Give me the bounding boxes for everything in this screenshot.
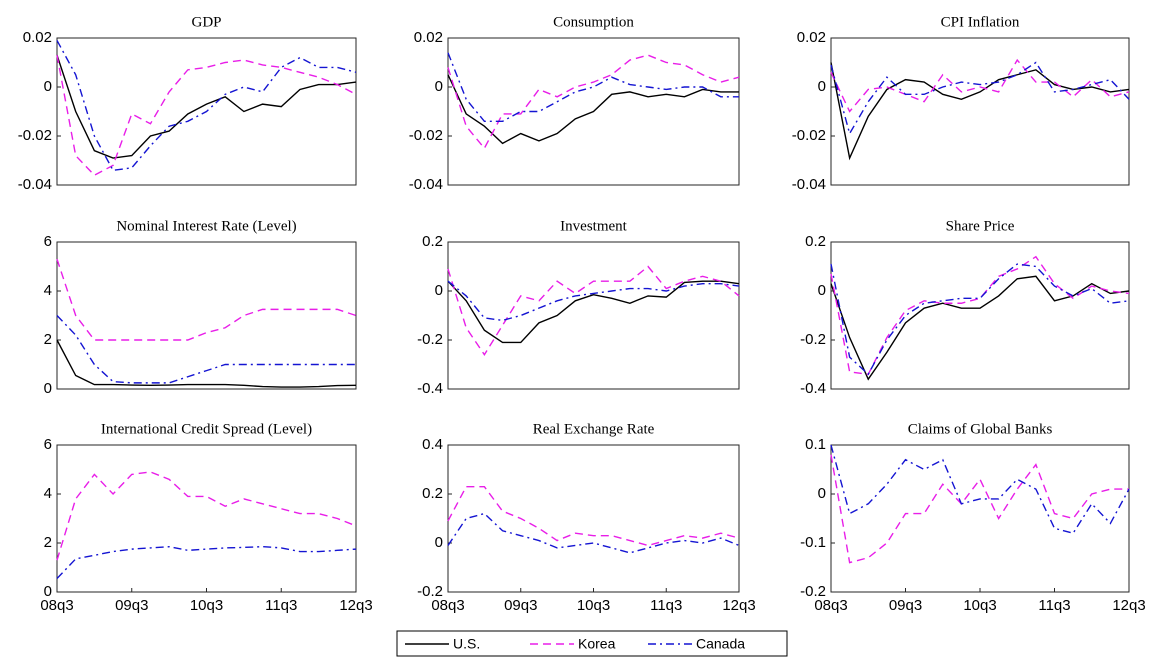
y-tick-label: 0.2 — [422, 233, 443, 250]
y-tick-label: 0.02 — [23, 29, 52, 46]
series-line — [56, 545, 357, 580]
y-tick-label: 6 — [44, 436, 52, 453]
series-line — [447, 280, 740, 344]
series-line — [830, 275, 1130, 381]
y-tick-label: -0.1 — [800, 534, 826, 551]
y-tick-label: -0.2 — [800, 583, 826, 600]
y-tick-label: -0.4 — [800, 380, 826, 397]
x-tick-label: 12q3 — [339, 597, 372, 614]
y-tick-label: -0.2 — [417, 583, 443, 600]
x-tick-label: 08q3 — [431, 597, 464, 614]
series-line — [830, 62, 1130, 161]
panel-title: Claims of Global Banks — [908, 421, 1053, 437]
y-tick-label: 2 — [44, 331, 52, 348]
y-tick-label: 6 — [44, 233, 52, 250]
x-tick-label: 09q3 — [115, 597, 148, 614]
series-line — [830, 255, 1130, 376]
plot-frame — [830, 444, 1130, 593]
legend-label: Canada — [696, 636, 745, 652]
series-line — [830, 444, 1130, 535]
x-tick-label: 11q3 — [1038, 597, 1070, 614]
y-tick-label: 0.2 — [422, 485, 443, 502]
x-tick-label: 10q3 — [577, 597, 610, 614]
series-line — [56, 40, 357, 172]
legend-label: U.S. — [453, 636, 480, 652]
y-tick-label: 2 — [44, 534, 52, 551]
y-tick-label: -0.04 — [409, 176, 443, 193]
series-line — [830, 454, 1129, 564]
panel-title: GDP — [191, 14, 221, 30]
y-tick-label: 0 — [818, 282, 826, 299]
plot-frame — [447, 241, 740, 390]
y-tick-label: 4 — [44, 282, 52, 299]
series-line — [447, 512, 740, 554]
plot-frame — [830, 37, 1130, 186]
y-tick-label: -0.4 — [417, 380, 443, 397]
panel-title: Share Price — [946, 218, 1015, 234]
series-line — [447, 52, 739, 122]
series-line — [447, 54, 740, 150]
series-line — [830, 58, 1130, 113]
panel-title: CPI Inflation — [941, 14, 1020, 30]
series-line — [56, 54, 357, 159]
series-line — [56, 315, 356, 384]
x-tick-label: 09q3 — [504, 597, 537, 614]
x-tick-label: 11q3 — [650, 597, 682, 614]
y-tick-label: 0 — [435, 282, 443, 299]
y-tick-label: 0 — [435, 534, 443, 551]
y-tick-label: -0.04 — [792, 176, 826, 193]
y-tick-label: -0.02 — [409, 127, 443, 144]
panel-title: International Credit Spread (Level) — [101, 421, 312, 437]
panel-title: Real Exchange Rate — [533, 421, 655, 437]
plot-frame — [830, 241, 1130, 390]
x-tick-label: 12q3 — [722, 597, 755, 614]
series-line — [447, 265, 740, 356]
y-tick-label: 0 — [435, 78, 443, 95]
y-tick-label: 0 — [44, 380, 52, 397]
y-tick-label: 4 — [44, 485, 52, 502]
legend-box — [396, 630, 788, 657]
y-tick-label: 0 — [44, 78, 52, 95]
x-tick-label: 10q3 — [190, 597, 223, 614]
x-tick-label: 10q3 — [963, 597, 996, 614]
y-tick-label: 0.02 — [797, 29, 826, 46]
x-tick-label: 11q3 — [265, 597, 297, 614]
y-tick-label: -0.2 — [800, 331, 826, 348]
y-tick-label: -0.02 — [792, 127, 826, 144]
y-tick-label: -0.2 — [417, 331, 443, 348]
series-line — [830, 61, 1130, 136]
legend-label: Korea — [578, 636, 616, 652]
plot-frame — [56, 444, 357, 593]
y-tick-label: 0.4 — [422, 436, 443, 453]
series-line — [830, 263, 1130, 376]
y-tick-label: 0.2 — [805, 233, 826, 250]
x-tick-label: 09q3 — [889, 597, 922, 614]
series-line — [447, 485, 740, 547]
x-tick-label: 08q3 — [40, 597, 73, 614]
panel-title: Investment — [560, 218, 627, 234]
series-line — [56, 55, 357, 177]
y-tick-label: 0 — [818, 78, 826, 95]
y-tick-label: 0.02 — [414, 29, 443, 46]
y-tick-label: 0 — [44, 583, 52, 600]
y-tick-label: 0 — [818, 485, 826, 502]
y-tick-label: 0.1 — [805, 436, 826, 453]
y-tick-label: -0.04 — [18, 176, 52, 193]
panel-title: Consumption — [553, 14, 634, 30]
x-tick-label: 08q3 — [814, 597, 847, 614]
plot-frame — [447, 444, 740, 593]
series-line — [447, 280, 740, 322]
y-tick-label: -0.02 — [18, 127, 52, 144]
series-line — [56, 339, 357, 388]
x-tick-label: 12q3 — [1112, 597, 1145, 614]
panel-title: Nominal Interest Rate (Level) — [116, 218, 296, 234]
series-line — [447, 74, 739, 145]
plot-frame — [56, 241, 357, 390]
